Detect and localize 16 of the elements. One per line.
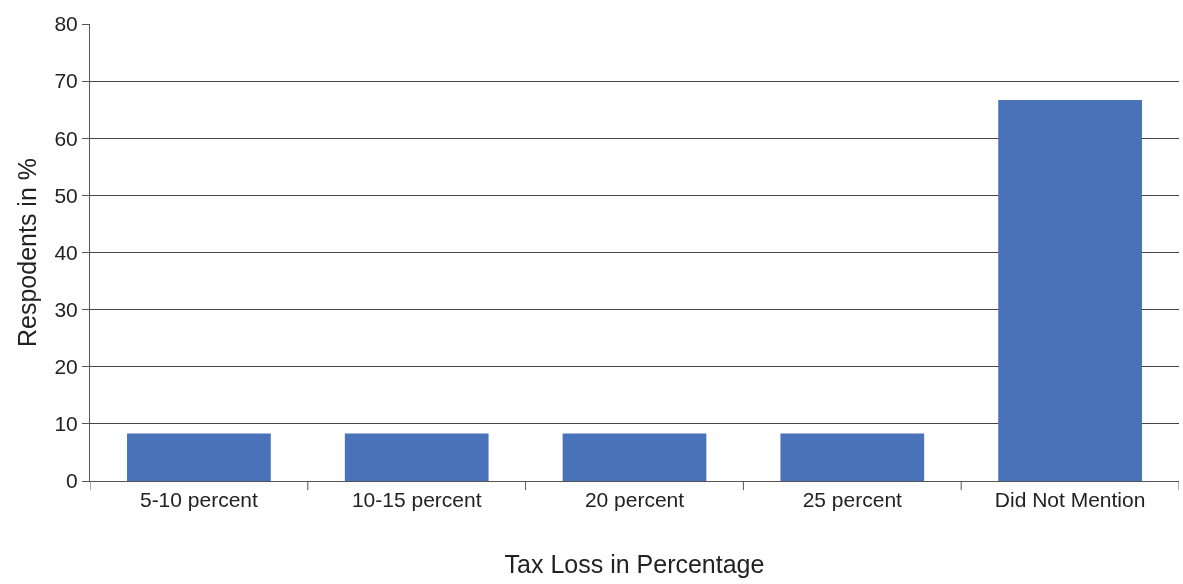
- x-axis-title: Tax Loss in Percentage: [504, 550, 765, 579]
- y-tick-label: 60: [54, 126, 78, 150]
- x-tick-label: 25 percent: [802, 488, 903, 512]
- y-tick-label: 10: [54, 412, 78, 436]
- x-tick-label: 5-10 percent: [139, 488, 259, 512]
- y-tick-label: 40: [54, 240, 78, 264]
- y-tick-label: 70: [54, 69, 78, 93]
- x-tick-label: 10-15 percent: [351, 488, 482, 512]
- y-tick-label: 50: [54, 183, 78, 207]
- x-tick-label: 20 percent: [584, 488, 685, 512]
- x-tick-label: Did Not Mention: [994, 488, 1146, 512]
- y-tick-label: 80: [54, 12, 78, 36]
- y-tick-label: 0: [66, 469, 78, 493]
- y-tick-label: 30: [54, 297, 78, 321]
- y-axis-title: Respodents in %: [13, 157, 42, 348]
- y-tick-label: 20: [54, 355, 78, 379]
